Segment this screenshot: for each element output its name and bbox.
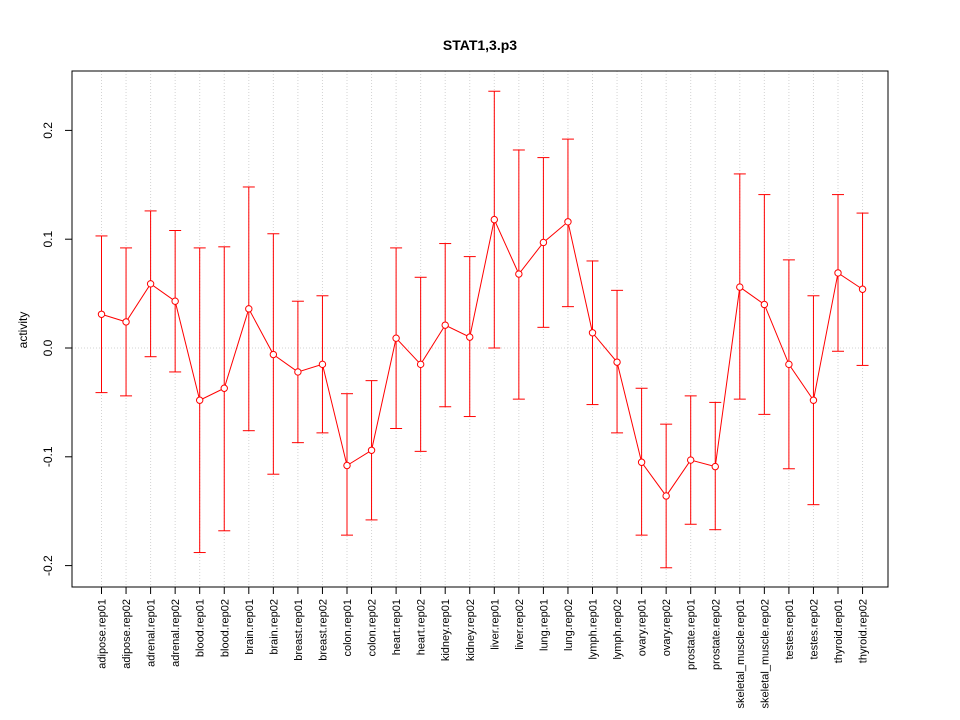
data-point	[711, 462, 719, 471]
data-point	[416, 360, 425, 369]
data-point	[122, 318, 130, 326]
x-tick-label: heart.rep01	[391, 599, 403, 655]
x-tick-label: testes.rep02	[808, 599, 820, 660]
data-point	[441, 321, 449, 329]
x-tick-label: adipose.rep02	[121, 599, 133, 669]
x-tick-label: lymph.rep02	[612, 599, 624, 660]
data-point	[196, 396, 204, 404]
data-point	[245, 305, 253, 313]
x-tick-label: lung.rep02	[563, 599, 575, 651]
x-tick-label: thyroid.rep02	[858, 599, 870, 663]
data-point	[588, 329, 597, 337]
x-tick-label: prostate.rep01	[686, 599, 698, 670]
x-tick-label: ovary.rep02	[661, 599, 673, 656]
x-tick-label: liver.rep01	[489, 599, 501, 650]
data-point	[785, 360, 793, 369]
x-tick-label: breast.rep02	[317, 599, 329, 661]
x-tick-label: testes.rep01	[784, 599, 796, 660]
x-tick-label: brain.rep02	[268, 599, 280, 655]
data-points	[97, 215, 867, 500]
x-tick-label: adrenal.rep01	[146, 599, 158, 667]
data-point	[146, 280, 155, 288]
y-tick-label: 0.2	[41, 122, 55, 139]
x-tick-label: brain.rep01	[244, 599, 256, 655]
x-tick-label: blood.rep02	[219, 599, 231, 657]
x-tick-label: breast.rep01	[293, 599, 305, 661]
data-point	[637, 458, 646, 466]
chart-title: STAT1,3.p3	[443, 37, 517, 53]
data-point	[294, 368, 302, 376]
data-point	[97, 310, 106, 318]
x-tick-label: blood.rep01	[195, 599, 207, 657]
x-tick-label: skeletal_muscle.rep02	[759, 599, 771, 708]
x-tick-label: colon.rep02	[367, 599, 379, 657]
data-point	[564, 218, 572, 226]
data-point	[662, 492, 670, 500]
data-point	[736, 283, 744, 291]
y-tick-label: 0.1	[41, 231, 55, 248]
y-tick-label: -0.1	[41, 446, 55, 467]
data-point	[760, 300, 769, 309]
grid-lines	[72, 71, 888, 587]
x-axis: adipose.rep01 adipose.rep02 adrenal.rep01 a…	[97, 586, 870, 708]
data-point	[539, 238, 548, 247]
error-bars	[95, 90, 869, 569]
data-point	[613, 358, 621, 366]
data-point	[392, 334, 400, 342]
x-tick-label: thyroid.rep01	[833, 599, 845, 663]
data-point	[269, 350, 278, 359]
data-point	[490, 215, 498, 224]
x-tick-label: ovary.rep01	[637, 599, 649, 656]
data-point	[858, 285, 867, 293]
x-tick-label: kidney.rep02	[465, 599, 477, 661]
x-tick-label: kidney.rep01	[440, 599, 452, 661]
x-tick-label: adrenal.rep02	[170, 599, 182, 667]
x-tick-label: adipose.rep01	[97, 599, 109, 669]
data-point	[466, 333, 474, 341]
data-point	[171, 297, 179, 305]
data-point	[318, 360, 327, 369]
x-tick-label: heart.rep02	[416, 599, 428, 655]
y-axis: -0.2 -0.1 0.0 0.1 0.2	[41, 122, 72, 576]
plot-frame	[71, 70, 889, 588]
x-tick-label: lymph.rep01	[588, 599, 600, 660]
data-point	[220, 384, 228, 392]
data-point	[687, 456, 695, 464]
y-axis-label: activity	[16, 312, 30, 349]
x-tick-label: liver.rep02	[514, 599, 526, 650]
data-point	[367, 446, 376, 454]
x-tick-label: colon.rep01	[342, 599, 354, 657]
x-tick-label: lung.rep01	[538, 599, 550, 651]
data-point	[809, 396, 818, 404]
x-tick-label: prostate.rep02	[710, 599, 722, 670]
x-tick-label: skeletal_muscle.rep01	[735, 599, 747, 708]
data-point	[515, 270, 523, 278]
y-tick-label: 0.0	[41, 339, 55, 356]
data-point	[343, 461, 351, 470]
y-tick-label: -0.2	[41, 555, 55, 576]
series-line	[101, 218, 863, 497]
data-point	[834, 269, 842, 277]
